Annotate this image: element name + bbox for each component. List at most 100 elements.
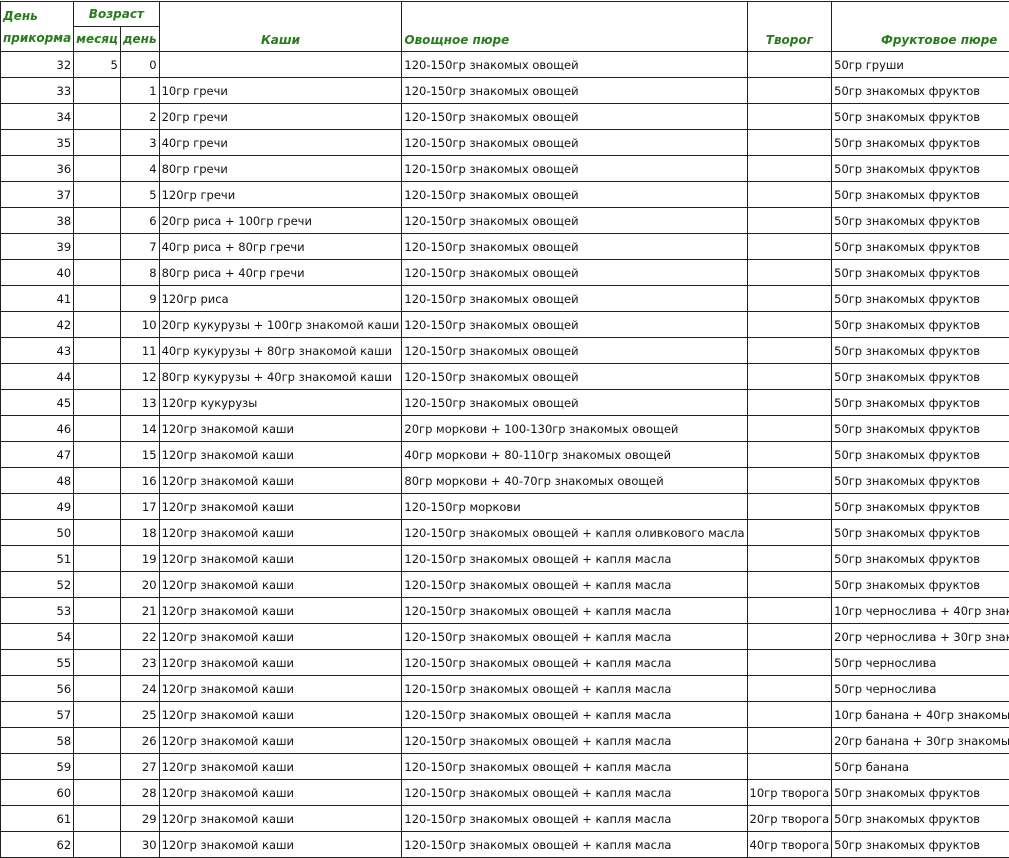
- table-body: 32 5 0 120-150гр знакомых овощей 50гр груши 3…: [0, 51, 1009, 858]
- table-row: 32 5 0 120-150гр знакомых овощей 50гр груши: [0, 51, 1009, 78]
- cell-fruit-puree: 50гр знакомых фруктов: [831, 181, 1009, 208]
- cell-feeding-day: 62: [0, 831, 75, 858]
- cell-vegetable-puree: 80гр моркови + 40-70гр знакомых овощей: [401, 467, 748, 494]
- cell-age-day: 15: [119, 441, 160, 468]
- cell-age-month: [73, 363, 121, 390]
- cell-age-month: [73, 831, 121, 858]
- table-row: 37 5 120гр гречи 120-150гр знакомых овощей 5…: [0, 181, 1009, 208]
- cell-age-day: 23: [119, 649, 160, 676]
- cell-age-day: 21: [119, 597, 160, 624]
- header-fruit-puree: Фруктовое пюре: [831, 1, 1009, 52]
- cell-fruit-puree: 50гр знакомых фруктов: [831, 415, 1009, 442]
- table-row: 40 8 80гр риса + 40гр гречи 120-150гр знако…: [0, 259, 1009, 286]
- cell-porridge: 120гр знакомой каши: [158, 779, 403, 806]
- cell-cottage-cheese: [746, 311, 833, 338]
- cell-vegetable-puree: 120-150гр знакомых овощей: [401, 77, 748, 104]
- table-row: 52 20 120гр знакомой каши 120-150гр знакомы…: [0, 571, 1009, 598]
- cell-cottage-cheese: [746, 207, 833, 234]
- cell-fruit-puree: 50гр знакомых фруктов: [831, 493, 1009, 520]
- cell-vegetable-puree: 120-150гр знакомых овощей + капля масла: [401, 597, 748, 624]
- cell-age-month: [73, 77, 121, 104]
- cell-fruit-puree: 50гр знакомых фруктов: [831, 259, 1009, 286]
- cell-fruit-puree: 50гр знакомых фруктов: [831, 831, 1009, 858]
- cell-age-day: 8: [119, 259, 160, 286]
- table-row: 53 21 120гр знакомой каши 120-150гр знакомы…: [0, 597, 1009, 624]
- cell-feeding-day: 51: [0, 545, 75, 572]
- cell-porridge: 120гр знакомой каши: [158, 597, 403, 624]
- cell-vegetable-puree: 120-150гр знакомых овощей + капля масла: [401, 701, 748, 728]
- cell-feeding-day: 33: [0, 77, 75, 104]
- table-row: 43 11 40гр кукурузы + 80гр знакомой каши 12…: [0, 337, 1009, 364]
- table-row: 61 29 120гр знакомой каши 120-150гр знакомы…: [0, 805, 1009, 832]
- cell-porridge: 120гр знакомой каши: [158, 701, 403, 728]
- cell-porridge: 120гр знакомой каши: [158, 415, 403, 442]
- cell-vegetable-puree: 120-150гр знакомых овощей + капля масла: [401, 753, 748, 780]
- cell-porridge: 120гр знакомой каши: [158, 493, 403, 520]
- cell-porridge: 120гр знакомой каши: [158, 675, 403, 702]
- cell-fruit-puree: 50гр знакомых фруктов: [831, 77, 1009, 104]
- table-row: 60 28 120гр знакомой каши 120-150гр знакомы…: [0, 779, 1009, 806]
- header-feeding-day: День прикорма: [0, 1, 75, 52]
- cell-cottage-cheese: [746, 675, 833, 702]
- cell-age-month: [73, 545, 121, 572]
- cell-fruit-puree: 50гр чернослива: [831, 675, 1009, 702]
- cell-age-month: [73, 337, 121, 364]
- cell-feeding-day: 39: [0, 233, 75, 260]
- cell-vegetable-puree: 120-150гр знакомых овощей: [401, 155, 748, 182]
- cell-age-month: [73, 649, 121, 676]
- cell-feeding-day: 50: [0, 519, 75, 546]
- table-row: 49 17 120гр знакомой каши 120-150гр моркови…: [0, 493, 1009, 520]
- cell-vegetable-puree: 120-150гр знакомых овощей + капля масла: [401, 571, 748, 598]
- cell-age-day: 6: [119, 207, 160, 234]
- cell-porridge: [158, 51, 403, 78]
- cell-feeding-day: 32: [0, 51, 75, 78]
- cell-age-month: [73, 155, 121, 182]
- cell-cottage-cheese: 10гр творога: [746, 779, 833, 806]
- cell-age-day: 17: [119, 493, 160, 520]
- cell-porridge: 40гр риса + 80гр гречи: [158, 233, 403, 260]
- cell-cottage-cheese: [746, 103, 833, 130]
- cell-fruit-puree: 50гр знакомых фруктов: [831, 155, 1009, 182]
- cell-porridge: 20гр риса + 100гр гречи: [158, 207, 403, 234]
- cell-age-month: [73, 311, 121, 338]
- cell-cottage-cheese: [746, 77, 833, 104]
- cell-fruit-puree: 50гр знакомых фруктов: [831, 103, 1009, 130]
- table-row: 41 9 120гр риса 120-150гр знакомых овощей 50…: [0, 285, 1009, 312]
- cell-age-month: [73, 389, 121, 416]
- cell-cottage-cheese: [746, 129, 833, 156]
- header-age-month: месяц: [73, 26, 121, 52]
- cell-fruit-puree: 50гр знакомых фруктов: [831, 311, 1009, 338]
- cell-cottage-cheese: [746, 337, 833, 364]
- cell-vegetable-puree: 120-150гр знакомых овощей: [401, 103, 748, 130]
- cell-fruit-puree: 50гр знакомых фруктов: [831, 389, 1009, 416]
- cell-fruit-puree: 50гр банана: [831, 753, 1009, 780]
- cell-feeding-day: 42: [0, 311, 75, 338]
- cell-vegetable-puree: 120-150гр знакомых овощей: [401, 51, 748, 78]
- cell-cottage-cheese: [746, 285, 833, 312]
- cell-vegetable-puree: 120-150гр знакомых овощей: [401, 337, 748, 364]
- table-row: 33 1 10гр гречи 120-150гр знакомых овощей 50…: [0, 77, 1009, 104]
- cell-age-day: 16: [119, 467, 160, 494]
- cell-age-day: 5: [119, 181, 160, 208]
- cell-age-month: [73, 623, 121, 650]
- cell-age-day: 30: [119, 831, 160, 858]
- cell-fruit-puree: 50гр знакомых фруктов: [831, 545, 1009, 572]
- cell-feeding-day: 53: [0, 597, 75, 624]
- cell-age-day: 20: [119, 571, 160, 598]
- cell-age-month: [73, 805, 121, 832]
- cell-cottage-cheese: [746, 155, 833, 182]
- table-row: 44 12 80гр кукурузы + 40гр знакомой каши 12…: [0, 363, 1009, 390]
- cell-age-month: [73, 701, 121, 728]
- cell-fruit-puree: 50гр знакомых фруктов: [831, 571, 1009, 598]
- table-row: 46 14 120гр знакомой каши 20гр моркови + 10…: [0, 415, 1009, 442]
- cell-age-month: [73, 571, 121, 598]
- cell-age-day: 14: [119, 415, 160, 442]
- cell-porridge: 120гр знакомой каши: [158, 545, 403, 572]
- cell-feeding-day: 47: [0, 441, 75, 468]
- cell-age-month: [73, 597, 121, 624]
- cell-fruit-puree: 50гр знакомых фруктов: [831, 233, 1009, 260]
- cell-feeding-day: 43: [0, 337, 75, 364]
- cell-fruit-puree: 50гр знакомых фруктов: [831, 467, 1009, 494]
- cell-age-month: [73, 207, 121, 234]
- cell-fruit-puree: 50гр знакомых фруктов: [831, 441, 1009, 468]
